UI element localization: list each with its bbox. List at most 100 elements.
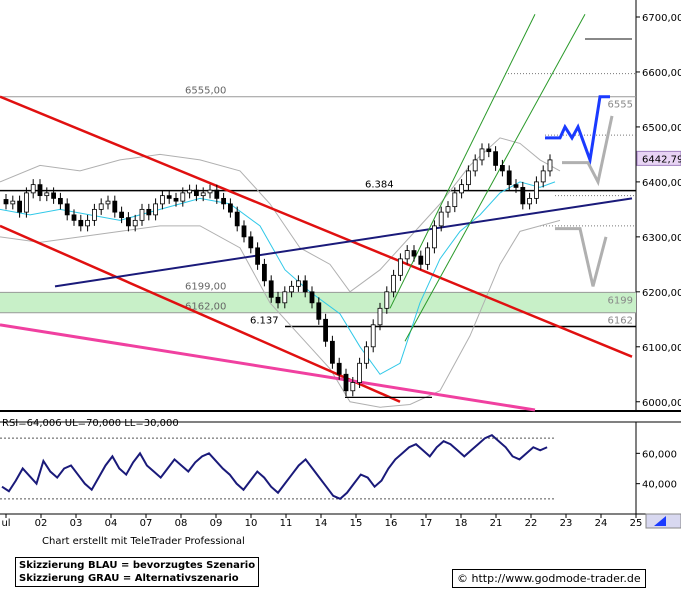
candle-body-34	[234, 211, 240, 227]
green-lower-line	[404, 14, 586, 342]
candle-body-71	[486, 148, 492, 153]
x-tick-label-2: 03	[70, 518, 83, 529]
x-tick-label-10: 15	[350, 518, 363, 529]
candle-body-75	[513, 184, 519, 188]
rsi-tick-label-0: 40,000	[642, 480, 677, 491]
candle-body-14	[98, 203, 104, 210]
candle-body-55	[377, 307, 383, 326]
candle-body-3	[23, 192, 29, 213]
x-tick-label-7: 10	[245, 518, 258, 529]
x-tick-label-15: 22	[525, 518, 538, 529]
last-price-tag-box	[636, 150, 681, 166]
candle-body-40	[275, 296, 281, 304]
x-tick-label-14: 21	[490, 518, 503, 529]
x-tick-label-4: 07	[140, 518, 153, 529]
candle-body-29	[200, 192, 206, 197]
legend-grey-scenario: Skizzierung GRAU = Alternativszenario	[19, 573, 239, 584]
candle-body-64	[438, 211, 444, 227]
candle-body-68	[465, 170, 471, 186]
x-tick-label-13: 18	[455, 518, 468, 529]
candle-body-63	[431, 225, 437, 249]
candle-body-32	[221, 197, 227, 205]
candle-body-8	[58, 197, 63, 205]
candle-body-12	[85, 219, 90, 227]
candle-body-7	[51, 192, 56, 199]
envelope-lower	[0, 219, 561, 408]
candle-body-79	[540, 170, 546, 183]
candle-body-10	[71, 214, 77, 221]
price-panel: 6555,00 6555 6.384 6199,00 6199 6162,00 6162 6.…	[0, 0, 681, 412]
candle-body-66	[452, 192, 458, 208]
candle-body-80	[547, 159, 553, 172]
candle-body-57	[391, 274, 397, 293]
candle-body-39	[268, 280, 274, 298]
candle-body-31	[214, 189, 220, 199]
candle-body-35	[241, 225, 247, 238]
price-tick-label-7: 6700,00	[642, 13, 681, 24]
moving-average-line	[0, 181, 556, 375]
level-label-right-6555: 6555	[608, 100, 633, 111]
candle-body-58	[397, 258, 403, 276]
candle-body-56	[384, 291, 390, 309]
candle-body-18	[126, 217, 131, 227]
x-tick-label-18: 25	[630, 518, 643, 529]
rsi-panel: RSI=64,006 UL=70,000 LL=30,000 40,000 60,0…	[0, 418, 681, 514]
candle-body-36	[248, 236, 254, 249]
candle-body-78	[534, 181, 539, 199]
x-tick-label-11: 16	[385, 518, 398, 529]
candle-body-42	[289, 285, 295, 293]
level-label-6555: 6555,00	[185, 86, 226, 97]
candle-body-48	[329, 340, 335, 364]
x-tick-label-3: 04	[105, 518, 118, 529]
candle-body-52	[357, 362, 363, 383]
scroll-arrow-icon	[654, 516, 666, 526]
candle-body-19	[132, 219, 138, 227]
x-tick-label-6: 09	[210, 518, 223, 529]
candle-body-24	[166, 195, 172, 199]
candle-body-6	[44, 192, 50, 197]
candle-body-1	[10, 200, 16, 205]
pink-support-line	[0, 323, 536, 412]
candle-body-47	[323, 318, 329, 342]
x-tick-label-0: ul	[1, 518, 10, 529]
blue-scenario-sketch	[545, 95, 610, 166]
red-lower-channel-line	[0, 224, 401, 403]
grey-scenario-sketch-1	[562, 115, 614, 187]
candle-body-51	[350, 382, 356, 392]
candle-body-53	[363, 346, 369, 364]
candle-body-54	[370, 324, 376, 348]
candle-body-27	[187, 189, 193, 194]
rsi-label: RSI=64,006 UL=70,000 LL=30,000	[2, 418, 179, 429]
candle-body-2	[17, 200, 23, 213]
rsi-line	[1, 433, 548, 501]
candle-body-59	[404, 250, 410, 260]
candle-body-5	[37, 184, 43, 197]
candle-body-33	[227, 203, 233, 213]
candle-body-76	[520, 186, 526, 205]
candle-body-15	[105, 200, 111, 205]
candle-body-69	[472, 159, 478, 172]
candle-body-22	[153, 203, 159, 216]
chart-credit: Chart erstellt mit TeleTrader Profession…	[42, 536, 245, 547]
price-tick-label-5: 6500,00	[642, 123, 681, 134]
x-tick-label-5: 08	[175, 518, 188, 529]
level-label-6137: 6.137	[250, 315, 279, 326]
candle-body-73	[499, 165, 505, 172]
copyright-link[interactable]: © http://www.godmode-trader.de	[452, 569, 646, 588]
candle-body-23	[159, 195, 165, 205]
envelope-upper	[0, 137, 561, 293]
candle-body-49	[336, 362, 342, 375]
level-label-right-6199: 6199	[608, 295, 633, 306]
red-upper-channel-line	[0, 95, 633, 358]
candle-body-44	[302, 280, 308, 293]
price-tick-label-6: 6600,00	[642, 68, 681, 79]
price-tick-label-1: 6100,00	[642, 343, 681, 354]
level-label-6162: 6162,00	[185, 302, 226, 313]
candle-body-65	[445, 206, 451, 213]
candle-body-60	[411, 250, 417, 257]
candle-body-62	[425, 247, 431, 265]
candle-body-74	[506, 170, 512, 186]
price-tick-label-4: 6400,00	[642, 178, 681, 189]
green-upper-line	[389, 14, 536, 309]
